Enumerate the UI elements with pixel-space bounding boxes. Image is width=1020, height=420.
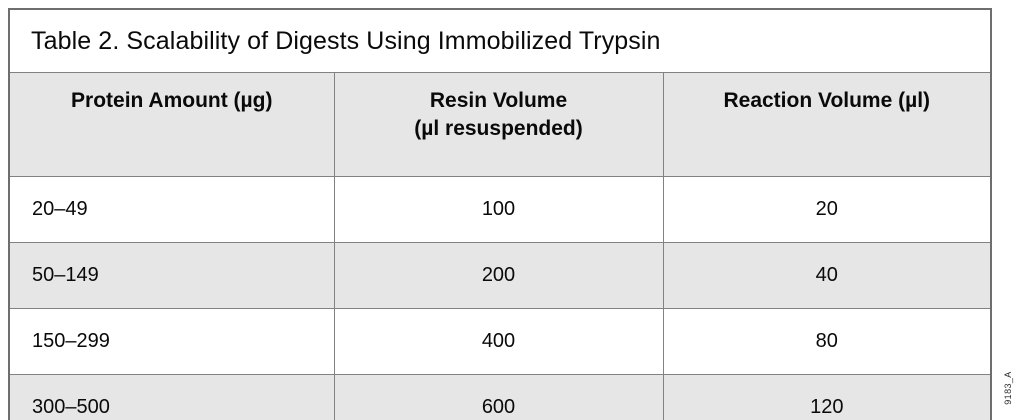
cell-resin-volume: 400 bbox=[333, 308, 664, 375]
cell-reaction-volume: 40 bbox=[662, 242, 992, 309]
cell-resin-volume: 200 bbox=[333, 242, 664, 309]
cell-resin-volume: 100 bbox=[333, 176, 664, 243]
cell-protein-amount: 50–149 bbox=[8, 242, 335, 309]
cell-reaction-volume: 80 bbox=[662, 308, 992, 375]
table-header-row: Protein Amount (µg) Resin Volume (µl res… bbox=[8, 72, 992, 177]
table-container: Table 2. Scalability of Digests Using Im… bbox=[8, 8, 993, 420]
cell-reaction-volume: 120 bbox=[662, 374, 992, 420]
column-header-protein-amount: Protein Amount (µg) bbox=[8, 72, 335, 177]
column-header-resin-volume: Resin Volume (µl resuspended) bbox=[333, 72, 664, 177]
cell-protein-amount: 20–49 bbox=[8, 176, 335, 243]
table-row: 50–149 200 40 bbox=[8, 242, 992, 309]
table-row: 300–500 600 120 bbox=[8, 374, 992, 420]
table-row: 20–49 100 20 bbox=[8, 176, 992, 243]
cell-reaction-volume: 20 bbox=[662, 176, 992, 243]
cell-resin-volume: 600 bbox=[333, 374, 664, 420]
figure-id-label: 9183_A bbox=[1003, 371, 1013, 405]
table-row: 150–299 400 80 bbox=[8, 308, 992, 375]
table-title: Table 2. Scalability of Digests Using Im… bbox=[8, 8, 992, 73]
table-title-row: Table 2. Scalability of Digests Using Im… bbox=[8, 8, 992, 73]
cell-protein-amount: 300–500 bbox=[8, 374, 335, 420]
scalability-table: Table 2. Scalability of Digests Using Im… bbox=[8, 8, 993, 420]
cell-protein-amount: 150–299 bbox=[8, 308, 335, 375]
column-header-reaction-volume: Reaction Volume (µl) bbox=[662, 72, 992, 177]
